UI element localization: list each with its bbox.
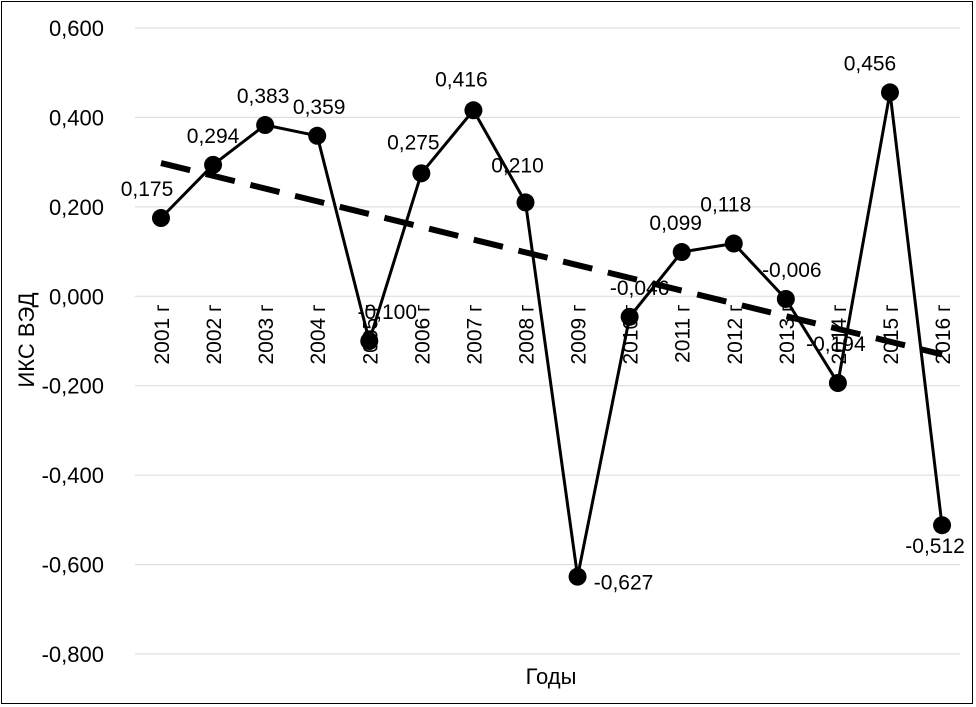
- data-point: [464, 101, 483, 120]
- data-label: 0,294: [187, 125, 240, 148]
- trendline: [160, 160, 943, 358]
- x-tick-label: 2003 г: [255, 304, 278, 365]
- data-point: [880, 83, 899, 102]
- y-tick-label: 0,200: [49, 195, 104, 220]
- data-labels: 0,175 0,294 0,383 0,359 -0,100 0,275 0,416 0,21…: [121, 52, 965, 594]
- x-axis-title: Годы: [526, 664, 577, 689]
- y-tick-label: -0,200: [42, 374, 104, 399]
- y-tick-label: -0,800: [42, 642, 104, 667]
- data-point: [828, 374, 847, 393]
- x-tick-label: 2004 г: [307, 304, 330, 365]
- x-tick-label: 2007 г: [463, 304, 486, 365]
- data-point: [308, 126, 327, 145]
- y-tick-label: -0,400: [42, 463, 104, 488]
- data-point: [412, 164, 431, 183]
- data-point: [933, 516, 952, 535]
- data-point: [620, 307, 639, 326]
- data-label: 0,175: [121, 178, 174, 201]
- data-label: 0,383: [237, 85, 290, 108]
- data-point: [568, 567, 587, 586]
- data-point: [776, 289, 795, 308]
- x-tick-label: 2016 г: [932, 304, 955, 365]
- y-tick-label: 0,400: [49, 105, 104, 130]
- data-point: [204, 155, 223, 174]
- y-tick-label: -0,600: [42, 553, 104, 578]
- data-point: [256, 116, 275, 135]
- data-label: 0,099: [649, 212, 702, 235]
- x-tick-label: 2006 г: [411, 304, 434, 365]
- trendline-path: [160, 160, 943, 358]
- data-label: -0,194: [806, 333, 866, 356]
- data-point: [360, 332, 379, 350]
- data-label: -0,100: [358, 301, 418, 324]
- data-label: 0,456: [844, 52, 897, 75]
- x-tick-label: 2001 г: [151, 304, 174, 365]
- data-label: 0,416: [435, 68, 488, 91]
- data-label: -0,046: [610, 277, 670, 300]
- y-tick-label: 0,600: [49, 16, 104, 41]
- data-label: -0,512: [905, 535, 965, 558]
- y-axis-ticks: 0,600 0,400 0,200 0,000 -0,200 -0,400 -0,600 -0…: [42, 16, 104, 667]
- data-label: 0,118: [700, 194, 751, 217]
- y-axis-title: ИКС ВЭД: [14, 292, 39, 387]
- data-label: 0,275: [387, 131, 440, 154]
- x-tick-label: 2002 г: [203, 304, 226, 365]
- series-line: [152, 83, 952, 586]
- data-label: 0,359: [293, 96, 346, 119]
- x-tick-label: 2015 г: [880, 304, 903, 365]
- data-label: -0,627: [594, 572, 654, 595]
- grid-lines: [135, 27, 960, 655]
- x-tick-label: 2009 г: [568, 304, 591, 365]
- data-label: 0,210: [491, 154, 544, 177]
- y-tick-label: 0,000: [49, 284, 104, 309]
- data-point: [516, 193, 535, 212]
- x-tick-label: 2008 г: [515, 304, 538, 365]
- x-tick-label: 2011 г: [672, 304, 695, 363]
- data-label: -0,006: [762, 259, 822, 282]
- data-point: [724, 234, 743, 253]
- data-point: [672, 243, 691, 262]
- series-polyline: [159, 90, 944, 579]
- data-point: [152, 209, 170, 228]
- x-tick-label: 2012 г: [724, 304, 747, 365]
